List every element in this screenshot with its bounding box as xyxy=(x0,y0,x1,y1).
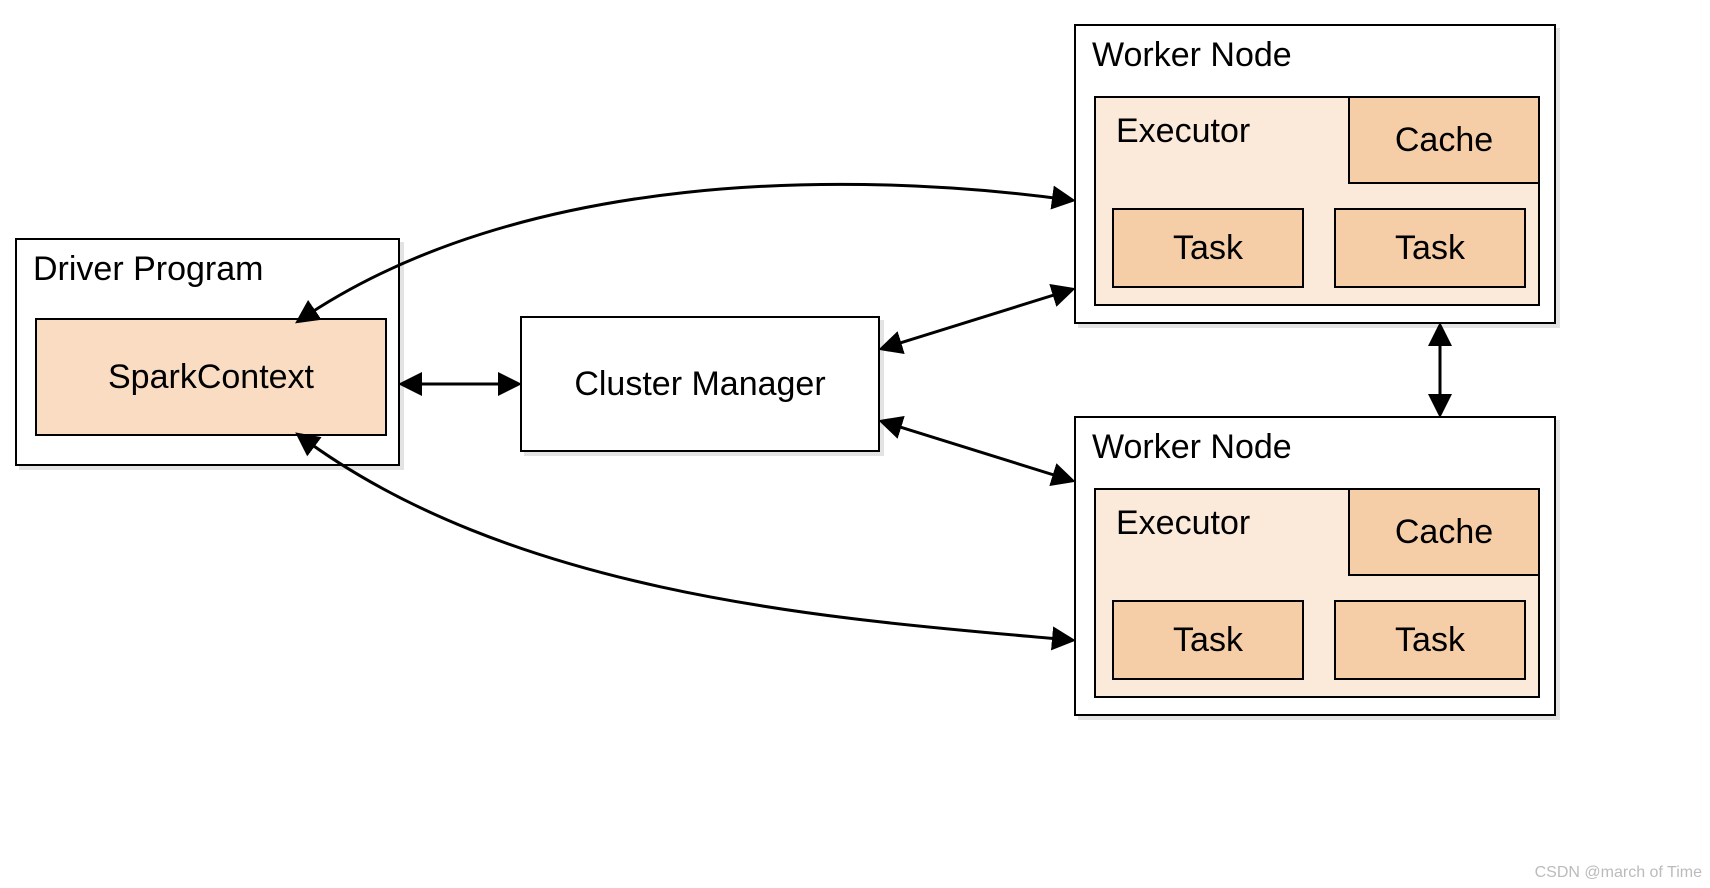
worker-node-2-title: Worker Node xyxy=(1076,418,1554,477)
task-1a-box: Task xyxy=(1112,208,1304,288)
spark-context-label: SparkContext xyxy=(108,358,314,397)
cluster-manager-label: Cluster Manager xyxy=(574,365,825,404)
task-1b-label: Task xyxy=(1395,229,1465,268)
edge-sparkcontext-worker2 xyxy=(300,436,1070,640)
spark-context-box: SparkContext xyxy=(35,318,387,436)
executor-1-box: Executor Cache Task Task xyxy=(1094,96,1540,306)
task-2a-box: Task xyxy=(1112,600,1304,680)
cache-1-label: Cache xyxy=(1395,121,1493,160)
task-1a-label: Task xyxy=(1173,229,1243,268)
worker-node-1-box: Worker Node Executor Cache Task Task xyxy=(1074,24,1556,324)
task-2b-box: Task xyxy=(1334,600,1526,680)
task-1b-box: Task xyxy=(1334,208,1526,288)
edge-cluster-worker1 xyxy=(884,290,1070,348)
edge-sparkcontext-worker1 xyxy=(300,184,1070,320)
worker-node-1-title: Worker Node xyxy=(1076,26,1554,85)
watermark: CSDN @march of Time xyxy=(1535,864,1702,882)
driver-program-title: Driver Program xyxy=(17,240,398,299)
cache-2-box: Cache xyxy=(1348,488,1540,576)
cache-2-label: Cache xyxy=(1395,513,1493,552)
edge-cluster-worker2 xyxy=(884,422,1070,480)
cluster-manager-box: Cluster Manager xyxy=(520,316,880,452)
driver-program-box: Driver Program SparkContext xyxy=(15,238,400,466)
executor-2-box: Executor Cache Task Task xyxy=(1094,488,1540,698)
worker-node-2-box: Worker Node Executor Cache Task Task xyxy=(1074,416,1556,716)
task-2b-label: Task xyxy=(1395,621,1465,660)
task-2a-label: Task xyxy=(1173,621,1243,660)
cache-1-box: Cache xyxy=(1348,96,1540,184)
executor-2-label: Executor xyxy=(1096,490,1270,557)
executor-1-label: Executor xyxy=(1096,98,1270,165)
